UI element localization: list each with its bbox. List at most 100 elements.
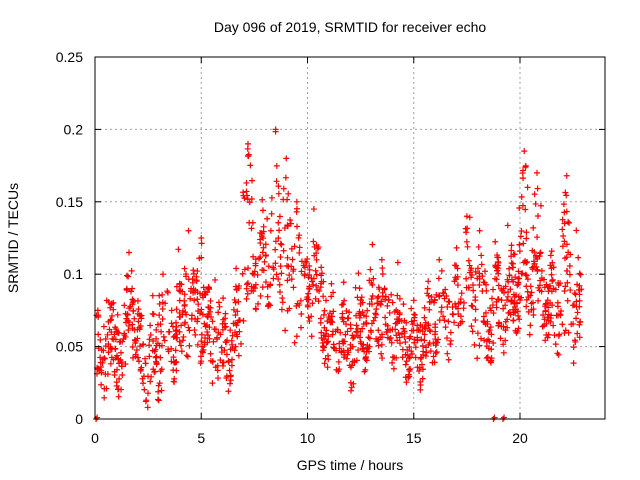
data-point [424, 290, 431, 297]
data-point [326, 310, 333, 317]
data-point [364, 307, 371, 314]
data-point [534, 267, 541, 274]
data-point [212, 326, 219, 333]
data-point [149, 292, 156, 299]
data-point [466, 284, 473, 291]
data-point [318, 270, 325, 277]
data-point [539, 323, 546, 330]
data-point [277, 288, 284, 295]
data-point [576, 270, 583, 277]
data-point [107, 304, 114, 311]
data-point [205, 310, 212, 317]
data-point [173, 323, 180, 330]
data-point [512, 274, 519, 281]
data-point [518, 294, 525, 301]
data-point [495, 282, 502, 289]
data-point [306, 285, 313, 292]
data-point [573, 315, 580, 322]
data-point [173, 306, 180, 313]
data-point [232, 299, 239, 306]
data-point [215, 299, 222, 306]
data-point [501, 414, 508, 421]
data-point [495, 296, 502, 303]
data-point [183, 352, 190, 359]
data-point [472, 316, 479, 323]
data-point [508, 260, 515, 267]
data-point [304, 294, 311, 301]
data-point [375, 293, 382, 300]
data-point [417, 386, 424, 393]
data-point [547, 262, 554, 269]
data-point [159, 316, 166, 323]
data-point [194, 296, 201, 303]
data-point [209, 318, 216, 325]
data-point [353, 312, 360, 319]
data-point [293, 198, 300, 205]
data-point [340, 338, 347, 345]
data-point [436, 256, 443, 263]
data-point [152, 346, 159, 353]
data-point [576, 297, 583, 304]
data-point [159, 306, 166, 313]
data-point [408, 305, 415, 312]
data-point [470, 282, 477, 289]
data-point [207, 350, 214, 357]
data-point [262, 279, 269, 286]
data-point [502, 318, 509, 325]
data-point [460, 305, 467, 312]
y-tick-label: 0 [75, 411, 83, 427]
data-point [182, 273, 189, 280]
data-point [154, 321, 161, 328]
data-point [545, 304, 552, 311]
data-point [141, 386, 148, 393]
data-point [166, 328, 173, 335]
data-point [421, 331, 428, 338]
data-point [324, 364, 331, 371]
data-point [459, 318, 466, 325]
data-point [565, 218, 572, 225]
data-point [440, 313, 447, 320]
data-point [284, 254, 291, 261]
x-tick-label: 5 [197, 430, 205, 446]
data-point [523, 272, 530, 279]
x-tick-label: 0 [91, 430, 99, 446]
data-point [276, 281, 283, 288]
data-point [375, 327, 382, 334]
data-point [229, 341, 236, 348]
data-point [229, 356, 236, 363]
data-point [344, 351, 351, 358]
data-point [466, 214, 473, 221]
data-point [534, 169, 540, 176]
data-point [98, 381, 105, 388]
data-point [474, 355, 481, 362]
data-point [198, 235, 205, 241]
data-point [119, 372, 126, 379]
data-point [355, 347, 362, 354]
data-point [261, 258, 268, 265]
data-point [264, 303, 271, 310]
data-point [474, 330, 481, 337]
data-point [176, 314, 183, 321]
data-point [508, 276, 515, 283]
data-point [406, 335, 413, 342]
data-point [549, 276, 556, 283]
data-point [491, 414, 498, 421]
data-point [449, 311, 456, 318]
data-point [476, 282, 483, 289]
data-point [290, 284, 297, 291]
data-point [217, 331, 224, 338]
data-point [355, 270, 362, 277]
data-point [171, 359, 178, 366]
data-point [374, 295, 381, 302]
data-point [133, 347, 140, 354]
data-point [468, 271, 475, 278]
data-point [198, 306, 205, 313]
data-point [356, 308, 363, 315]
data-point [349, 335, 356, 342]
data-point [322, 330, 329, 337]
data-point [502, 302, 509, 309]
data-point [114, 329, 121, 336]
data-point [245, 153, 252, 160]
data-point [159, 291, 166, 298]
data-point [310, 206, 317, 213]
